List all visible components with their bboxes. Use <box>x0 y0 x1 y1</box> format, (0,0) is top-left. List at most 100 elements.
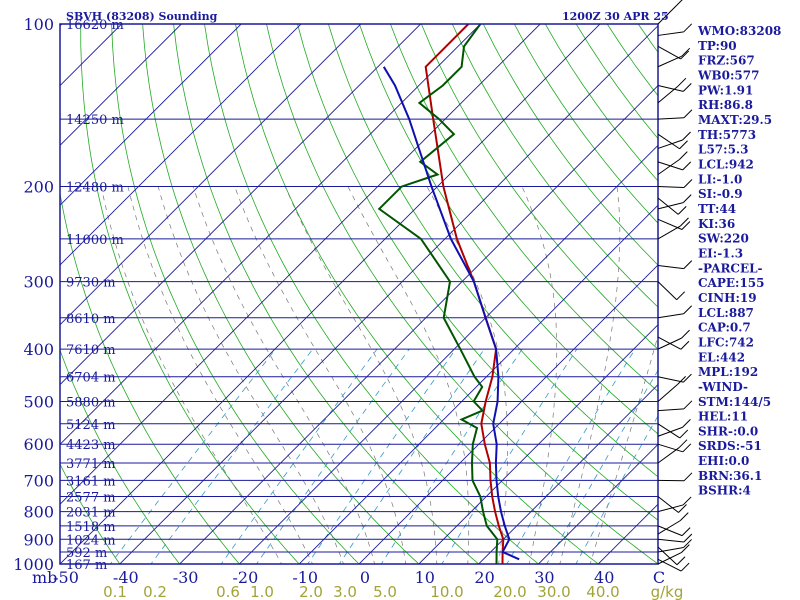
wind-barb-flag <box>683 23 693 33</box>
wind-barb-shaft <box>657 538 684 543</box>
wind-barb-flag <box>683 400 693 410</box>
wind-barb-flag <box>683 179 693 188</box>
temperature-tick-label: -20 <box>233 568 259 587</box>
wind-barb-flag <box>677 77 687 87</box>
wind-barb-shaft <box>657 281 678 301</box>
pressure-tick-label: 1000 <box>13 555 54 574</box>
wind-barb-shaft <box>657 313 684 319</box>
wind-barb-flag <box>676 291 686 301</box>
height-label: 5880 m <box>66 395 116 410</box>
isotherm <box>60 24 422 386</box>
wind-barb-flag <box>676 0 683 6</box>
index-value: TT:44 <box>698 202 736 216</box>
chart-title: SBVH (83208) Sounding <box>66 10 218 23</box>
height-label: 9730 m <box>66 276 116 291</box>
wind-barb-flag <box>682 496 692 506</box>
pressure-tick-label: 700 <box>23 471 54 490</box>
isotherm <box>60 24 362 326</box>
index-value: MPL:192 <box>698 365 758 379</box>
pressure-tick-label: 800 <box>23 503 54 522</box>
wind-barb-flag <box>683 109 693 119</box>
dry-adiabat <box>173 24 480 564</box>
mixing-ratio-line <box>338 348 485 564</box>
wind-barb-flag <box>680 562 690 572</box>
dry-adiabat <box>773 0 800 575</box>
dry-adiabat <box>142 24 420 564</box>
chart-grid <box>60 0 800 575</box>
wind-barb-shaft <box>657 31 684 36</box>
wind-barb-shaft <box>657 546 684 553</box>
mixing-ratio-label: g/kg <box>651 583 684 600</box>
index-value: BRN:36.1 <box>698 469 762 483</box>
wind-barb-flag <box>681 544 690 553</box>
mixing-ratio-label: 1.0 <box>250 583 274 600</box>
wind-barb-flag <box>680 217 689 227</box>
height-label: 167 m <box>66 558 107 573</box>
wind-barb-shaft <box>657 447 680 464</box>
wind-barb-shaft <box>657 85 679 104</box>
index-value: LI:-1.0 <box>698 172 742 186</box>
isotherm <box>238 144 658 564</box>
wind-barb-flag <box>683 539 692 548</box>
isotherm <box>60 24 601 564</box>
height-label: 4423 m <box>66 438 116 453</box>
moist-adiabat <box>234 186 407 564</box>
index-value: KI:36 <box>698 217 735 231</box>
pressure-tick-label: 300 <box>23 273 54 292</box>
height-label: 592 m <box>66 546 107 561</box>
wind-barb-shaft <box>657 5 677 25</box>
wind-barb-flag <box>680 340 690 350</box>
moist-adiabat <box>559 186 621 564</box>
mixing-ratio-line <box>506 348 636 564</box>
dewpoint-trace <box>377 24 499 564</box>
height-label: 6704 m <box>66 371 116 386</box>
index-value: LCL:887 <box>698 306 754 320</box>
height-label: 8610 m <box>66 312 116 327</box>
index-value: CAP:0.7 <box>698 321 751 335</box>
wind-barb-shaft <box>657 45 681 60</box>
wind-barb-shaft <box>657 426 683 437</box>
wind-barb-shaft <box>657 558 682 572</box>
indices-panel: WMO:83208TP:90FRZ:567WB0:577PW:1.91RH:86… <box>697 24 781 498</box>
wind-barb-shaft <box>657 504 684 513</box>
wind-barb-flag <box>683 533 693 543</box>
wind-barb-flag <box>677 376 686 385</box>
wind-barb-shaft <box>657 264 684 270</box>
index-value: BSHR:4 <box>698 484 751 498</box>
moist-adiabat <box>192 186 375 564</box>
wind-barb-flag <box>683 260 693 269</box>
wind-barb-shaft <box>657 496 679 513</box>
pressure-tick-label: 900 <box>23 530 54 549</box>
index-value: -PARCEL- <box>698 261 763 275</box>
dry-adiabat <box>606 24 658 97</box>
mixing-ratio-label: 20.0 <box>493 583 526 600</box>
temperature-tick-label: 40 <box>594 568 614 587</box>
wind-barb-flag <box>679 429 689 439</box>
wind-barb-flag <box>683 373 692 383</box>
dry-adiabat <box>111 24 360 564</box>
height-label: 1518 m <box>66 520 116 535</box>
wind-barb-flag <box>682 83 692 92</box>
index-value: SHR-:0.0 <box>698 424 758 438</box>
pressure-tick-label: 200 <box>23 178 54 197</box>
wind-barb-shaft <box>657 384 678 402</box>
index-value: SRDS:-51 <box>698 439 762 453</box>
wind-barb-flag <box>681 329 690 339</box>
wind-barb-shaft <box>657 55 682 68</box>
isotherm <box>119 25 658 564</box>
height-label: 3771 m <box>66 457 116 472</box>
height-label: 16620 m <box>66 18 124 33</box>
wind-barb-shaft <box>657 337 682 350</box>
wind-barb-flag <box>682 419 691 428</box>
mixing-ratio-label: 0.2 <box>143 583 167 600</box>
temperature-tick-label: -30 <box>173 568 199 587</box>
height-label: 1024 m <box>66 533 116 548</box>
moist-adiabat <box>347 186 470 564</box>
mixing-ratio-label: 3.0 <box>333 583 357 600</box>
wind-barb-shaft <box>657 186 685 188</box>
index-value: LFC:742 <box>698 335 754 349</box>
pressure-tick-label: 500 <box>23 392 54 411</box>
isotherm <box>60 24 183 147</box>
mixing-ratio-label: 5.0 <box>373 583 397 600</box>
index-value: -WIND- <box>698 380 748 394</box>
